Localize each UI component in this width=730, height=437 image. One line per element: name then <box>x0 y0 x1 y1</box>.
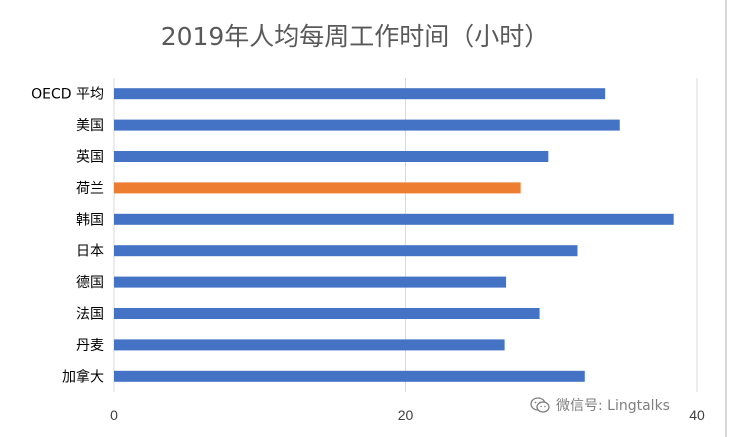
category-label: 丹麦 <box>76 338 104 354</box>
bar-3 <box>114 182 521 194</box>
category-label: 德国 <box>76 275 104 291</box>
x-tick-label: 40 <box>689 407 705 423</box>
category-label: 日本 <box>76 244 104 260</box>
x-tick-label: 0 <box>110 407 118 423</box>
category-label: 法国 <box>76 307 104 323</box>
bar-1 <box>114 119 620 131</box>
category-label: 英国 <box>76 149 104 166</box>
bar-7 <box>114 308 540 319</box>
bar-4 <box>114 213 674 225</box>
bar-9 <box>114 370 585 382</box>
x-tick-labels: 0 20 40 <box>110 407 705 423</box>
bar-0 <box>114 88 606 100</box>
x-tick-label: 20 <box>398 407 414 423</box>
category-label: OECD 平均 <box>31 87 104 103</box>
category-label: 加拿大 <box>62 368 104 385</box>
wechat-icon <box>530 397 550 413</box>
bar-6 <box>114 276 507 288</box>
bar-5 <box>114 245 578 257</box>
bar-8 <box>114 339 505 351</box>
category-label: 荷兰 <box>76 181 104 197</box>
chart-title: 2019年人均每周工作时间（小时） <box>161 22 550 51</box>
bar-2 <box>114 151 549 162</box>
category-label: 美国 <box>76 118 104 134</box>
watermark: 微信号: Lingtalks <box>530 395 670 415</box>
watermark-text: 微信号: Lingtalks <box>556 398 670 414</box>
category-label: 韩国 <box>76 212 104 228</box>
bars <box>114 88 674 382</box>
